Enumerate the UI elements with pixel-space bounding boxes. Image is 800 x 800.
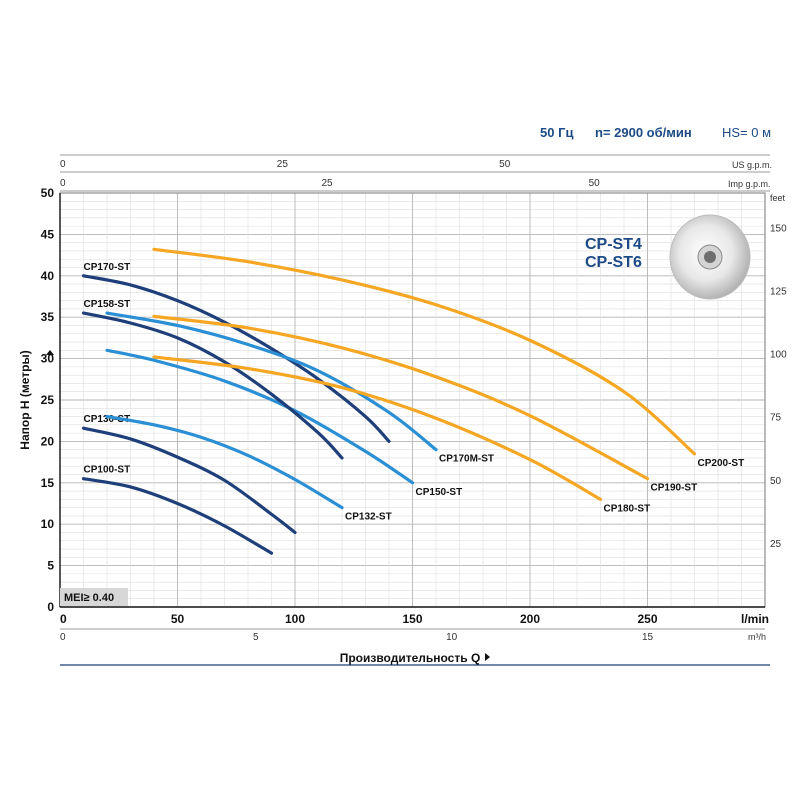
y-tick-label: 30 bbox=[41, 352, 55, 366]
curve-label-cp130-st: CP130-ST bbox=[84, 414, 131, 425]
feet-tick-label: 50 bbox=[770, 476, 782, 487]
x-axis-title: Производительность Q bbox=[340, 651, 481, 665]
pump-curves: CP100-ST CP130-ST CP132-ST CP150-ST CP158-ST… bbox=[81, 247, 745, 555]
m3h-unit: m³/h bbox=[748, 632, 766, 642]
x-tick-label: 50 bbox=[171, 612, 185, 626]
header-speed: n= 2900 об/мин bbox=[595, 125, 692, 140]
feet-tick-label: 100 bbox=[770, 350, 787, 361]
us-gpm-tick-label: 25 bbox=[277, 159, 289, 170]
feet-tick-label: 125 bbox=[770, 287, 787, 298]
y-tick-label: 10 bbox=[41, 517, 55, 531]
curve-cp200-st bbox=[152, 247, 697, 456]
imp-gpm-tick-label: 0 bbox=[60, 178, 66, 189]
curve-cp130-st bbox=[81, 426, 297, 535]
curve-cp190-st bbox=[152, 314, 650, 481]
model-name-line1: CP-ST4 bbox=[585, 236, 642, 253]
mei-badge bbox=[60, 588, 128, 606]
curve-label-cp200-st: CP200-ST bbox=[698, 458, 745, 469]
header-frequency: 50 Гц bbox=[540, 125, 573, 140]
curve-label-cp158-st: CP158-ST bbox=[84, 299, 131, 310]
curve-cp158-st bbox=[81, 311, 344, 460]
m3h-tick-label: 10 bbox=[446, 632, 458, 643]
m3h-tick-label: 0 bbox=[60, 632, 66, 643]
mei-label: MEI≥ 0.40 bbox=[64, 592, 114, 604]
feet-tick-label: 75 bbox=[770, 413, 782, 424]
plot-grid bbox=[59, 192, 766, 608]
x-tick-label: 100 bbox=[285, 612, 305, 626]
impeller-picture bbox=[669, 214, 751, 300]
curve-label-cp170m-st: CP170M-ST bbox=[439, 454, 494, 465]
x-tick-label: 250 bbox=[637, 612, 657, 626]
curve-cp132-st bbox=[105, 414, 344, 510]
x-tick-label: 0 bbox=[60, 612, 67, 626]
curve-label-cp100-st: CP100-ST bbox=[84, 465, 131, 476]
y-tick-label: 5 bbox=[47, 559, 54, 573]
y-tick-label: 25 bbox=[41, 393, 55, 407]
x-tick-label: 150 bbox=[402, 612, 422, 626]
header-hs: HS= 0 м bbox=[722, 125, 771, 140]
top-flow-axes: US g.p.m. Imp g.p.m. bbox=[60, 154, 772, 192]
curve-cp150-st bbox=[105, 348, 415, 485]
x-tick-label: l/min bbox=[741, 612, 769, 626]
y-axis-title: Напор H (метры) bbox=[18, 350, 32, 449]
y-axis-arrow-icon bbox=[46, 350, 54, 355]
us-gpm-unit: US g.p.m. bbox=[732, 160, 772, 170]
feet-tick-label: 150 bbox=[770, 223, 787, 234]
feet-tick-label: 25 bbox=[770, 539, 782, 550]
m3h-tick-label: 5 bbox=[253, 632, 259, 643]
y-tick-label: 50 bbox=[41, 186, 55, 200]
curve-label-cp170-st: CP170-ST bbox=[84, 262, 131, 273]
y-tick-label: 15 bbox=[41, 476, 55, 490]
us-gpm-tick-label: 50 bbox=[499, 159, 511, 170]
y-tick-label: 20 bbox=[41, 434, 55, 448]
curve-cp180-st bbox=[152, 355, 603, 501]
imp-gpm-unit: Imp g.p.m. bbox=[728, 179, 771, 189]
feet-unit: feet bbox=[770, 193, 786, 203]
y-tick-label: 40 bbox=[41, 269, 55, 283]
curve-cp100-st bbox=[81, 477, 274, 555]
x-axis-arrow-icon bbox=[485, 653, 490, 661]
curve-label-cp132-st: CP132-ST bbox=[345, 512, 392, 523]
curve-cp170m-st bbox=[105, 311, 438, 452]
model-name-line2: CP-ST6 bbox=[585, 254, 642, 271]
us-gpm-tick-label: 0 bbox=[60, 159, 66, 170]
x-tick-label: 200 bbox=[520, 612, 540, 626]
curve-label-cp180-st: CP180-ST bbox=[604, 503, 651, 514]
y-tick-label: 35 bbox=[41, 310, 55, 324]
curve-cp170-st bbox=[81, 274, 391, 443]
imp-gpm-tick-label: 25 bbox=[322, 178, 334, 189]
curve-label-cp190-st: CP190-ST bbox=[651, 483, 698, 494]
curve-label-cp150-st: CP150-ST bbox=[416, 487, 463, 498]
imp-gpm-tick-label: 50 bbox=[589, 178, 601, 189]
impeller-center bbox=[704, 251, 716, 263]
y-tick-label: 45 bbox=[41, 227, 55, 241]
m3h-tick-label: 15 bbox=[642, 632, 654, 643]
y-tick-label: 0 bbox=[47, 600, 54, 614]
